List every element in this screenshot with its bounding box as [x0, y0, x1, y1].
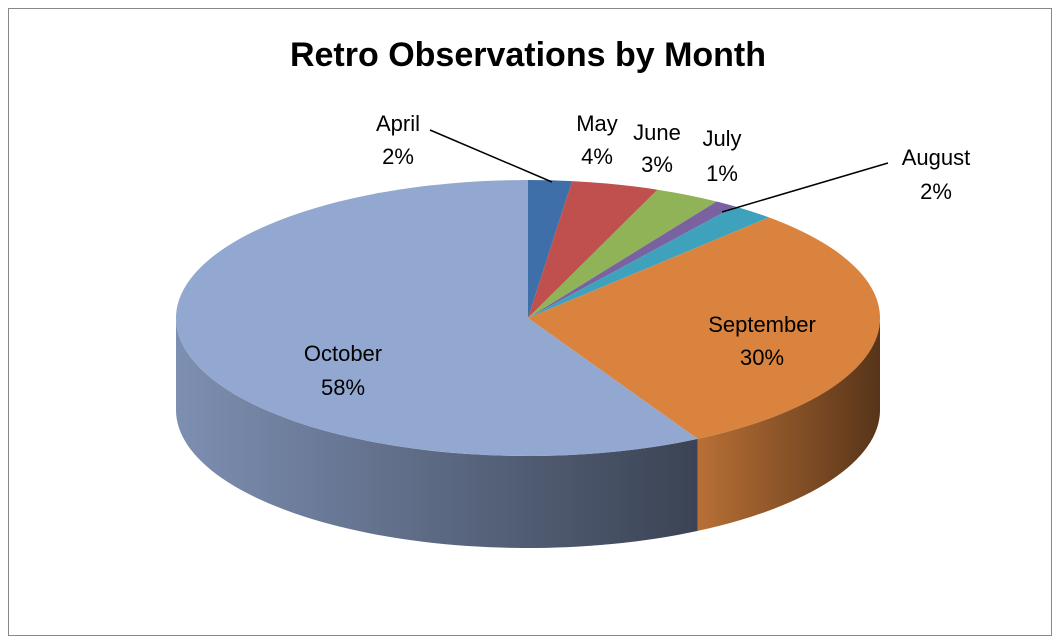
slice-name: August	[902, 145, 971, 170]
slice-label: 30%	[740, 345, 784, 370]
chart-title: Retro Observations by Month	[290, 36, 766, 74]
slice	[528, 217, 881, 439]
slice-label: 2%	[382, 144, 414, 169]
slice	[528, 201, 735, 318]
slice-side-shade	[176, 318, 698, 549]
slice-name: July	[702, 126, 741, 151]
slice-name: October	[304, 341, 382, 366]
slice-label: 2%	[920, 179, 952, 204]
slice-name: September	[708, 312, 816, 337]
slice-name: April	[376, 111, 420, 136]
slice	[176, 180, 698, 456]
slice-name: May	[576, 111, 618, 136]
slice-label: 4%	[581, 144, 613, 169]
slice-name: June	[633, 120, 681, 145]
leader-line	[429, 129, 553, 183]
pie	[176, 180, 881, 549]
slice	[528, 181, 658, 318]
pie-sides	[176, 318, 880, 549]
leader-line	[721, 162, 889, 213]
slice	[528, 206, 769, 318]
pie-tops	[176, 180, 881, 456]
slice-label: 58%	[321, 375, 365, 400]
slice-label: 3%	[641, 152, 673, 177]
slice	[528, 180, 573, 318]
slice-label: 1%	[706, 161, 738, 186]
slice-side-shade	[697, 318, 880, 531]
slice	[528, 189, 717, 318]
